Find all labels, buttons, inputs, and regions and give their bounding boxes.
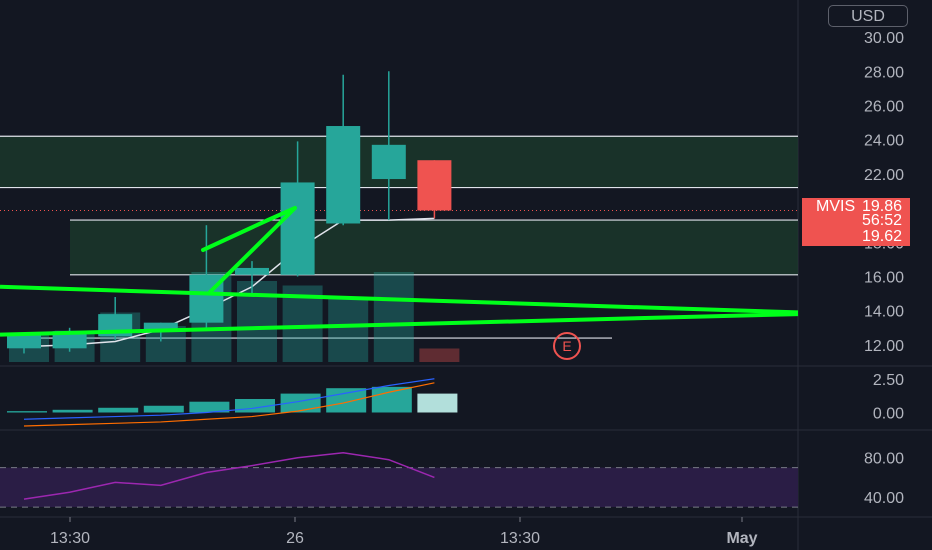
volume-bar	[419, 348, 460, 362]
price-tick-label: 22.00	[864, 167, 904, 184]
candle-body	[371, 144, 406, 180]
candle-body	[326, 126, 361, 224]
time-tick-label: 26	[286, 530, 304, 547]
last-price-value: 19.86	[861, 198, 902, 215]
candle-body	[417, 160, 452, 211]
macd-histogram-bar	[326, 388, 367, 413]
rsi-band	[0, 467, 798, 508]
support-resistance-zone	[70, 220, 798, 275]
macd-histogram-bar	[7, 411, 47, 413]
candle-body	[235, 267, 269, 275]
macd-tick-label: 0.00	[873, 406, 904, 423]
candle-body	[52, 331, 87, 349]
candle	[235, 261, 269, 296]
macd-tick-label: 2.50	[873, 372, 904, 389]
candle	[280, 141, 315, 277]
volume-bar	[328, 299, 369, 362]
price-tick-label: 30.00	[864, 30, 904, 47]
macd-histogram-bar	[371, 386, 412, 413]
candle-body	[7, 334, 41, 349]
trendline	[0, 312, 799, 337]
macd-histogram-bar	[98, 407, 139, 413]
price-tick-label: 28.00	[864, 64, 904, 81]
candle	[417, 160, 452, 219]
prev-price-label: 19.62	[802, 228, 910, 246]
price-tick-label: 14.00	[864, 304, 904, 321]
macd-histogram-bar	[280, 393, 321, 413]
moving-average-line	[23, 217, 435, 348]
rsi-line	[23, 452, 435, 500]
macd-signal-line	[23, 382, 435, 427]
candle-body	[280, 182, 315, 275]
candle-body	[143, 322, 178, 332]
time-tick-label: 13:30	[500, 530, 540, 547]
time-tick-label: 13:30	[50, 530, 90, 547]
candle	[326, 74, 361, 226]
time-tick-label: May	[726, 530, 757, 547]
price-tick-label: 12.00	[864, 338, 904, 355]
macd-histogram-bar	[417, 393, 458, 413]
macd-histogram-bar	[143, 405, 184, 413]
trendline	[0, 284, 799, 315]
price-tick-label: 16.00	[864, 270, 904, 287]
macd-line	[23, 378, 435, 420]
symbol-label: MVIS	[816, 198, 856, 215]
countdown-value: 56:52	[861, 212, 902, 229]
prev-price-value: 19.62	[861, 228, 902, 245]
rsi-tick-label: 40.00	[864, 490, 904, 507]
earnings-event-label: E	[562, 338, 571, 354]
candle	[7, 334, 41, 354]
currency-button[interactable]: USD	[828, 5, 908, 27]
annotation-drawing	[201, 206, 297, 294]
macd-histogram-bar	[189, 401, 230, 413]
earnings-event-marker	[553, 332, 581, 360]
candle	[371, 71, 406, 221]
candle	[189, 225, 224, 328]
macd-histogram-bar	[52, 409, 93, 413]
price-tick-label: 26.00	[864, 99, 904, 116]
volume-bar	[373, 272, 414, 362]
last-price-label: MVIS 19.86	[802, 198, 910, 216]
rsi-tick-label: 80.00	[864, 451, 904, 468]
countdown-label: 56:52	[802, 212, 910, 230]
price-tick-label: 24.00	[864, 133, 904, 150]
